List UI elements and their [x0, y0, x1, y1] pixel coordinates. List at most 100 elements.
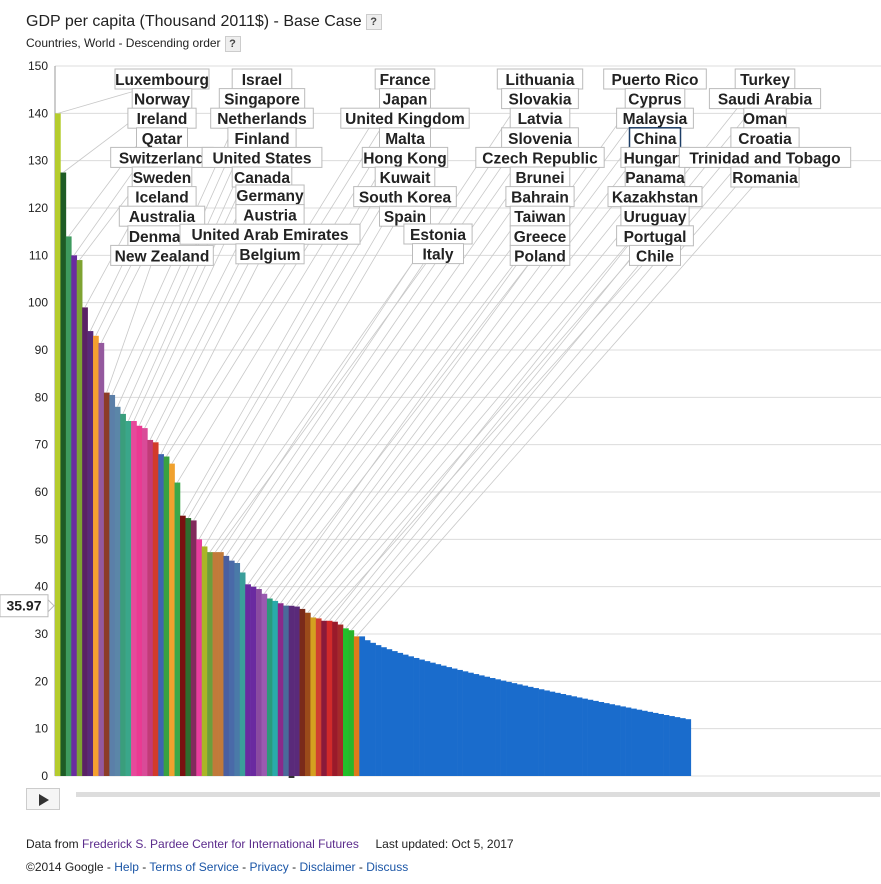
play-button[interactable] — [26, 788, 60, 810]
bar[interactable] — [429, 662, 436, 776]
country-label[interactable]: Chile — [636, 248, 674, 265]
bar[interactable] — [283, 605, 289, 776]
bar[interactable] — [489, 678, 496, 776]
bar[interactable] — [239, 572, 246, 776]
bar[interactable] — [103, 392, 110, 776]
bar[interactable] — [82, 307, 88, 776]
country-label[interactable]: Taiwan — [514, 209, 565, 226]
bar[interactable] — [364, 640, 371, 776]
country-label[interactable]: United Arab Emirates — [191, 227, 348, 244]
bar[interactable] — [669, 716, 675, 776]
country-label[interactable]: Kazakhstan — [612, 190, 698, 207]
country-label[interactable]: Greece — [514, 229, 567, 246]
country-label[interactable]: Iceland — [135, 190, 188, 207]
country-label[interactable]: Finland — [234, 131, 289, 148]
country-label[interactable]: Belgium — [239, 247, 300, 264]
bar[interactable] — [495, 679, 501, 776]
bar[interactable] — [234, 563, 241, 776]
country-label[interactable]: Czech Republic — [482, 150, 598, 167]
country-label-box[interactable] — [110, 244, 214, 266]
bar[interactable] — [462, 671, 469, 776]
bar[interactable] — [402, 654, 409, 776]
bar[interactable] — [522, 685, 529, 776]
country-label[interactable]: Croatia — [738, 131, 792, 148]
bar[interactable] — [391, 651, 398, 776]
bar[interactable] — [169, 463, 175, 776]
country-label[interactable]: Israel — [242, 72, 283, 89]
bar[interactable] — [625, 707, 632, 776]
country-label[interactable]: Qatar — [142, 131, 183, 148]
bar[interactable] — [435, 664, 442, 776]
country-label[interactable]: Bahrain — [511, 190, 569, 207]
bar[interactable] — [674, 717, 681, 776]
bar[interactable] — [560, 694, 567, 776]
country-label[interactable]: United States — [212, 150, 311, 167]
bar[interactable] — [55, 113, 61, 777]
bar[interactable] — [207, 552, 213, 776]
country-label[interactable]: Spain — [384, 209, 426, 226]
bar[interactable] — [440, 665, 447, 776]
country-label[interactable]: Poland — [514, 248, 566, 265]
bar[interactable] — [473, 674, 480, 776]
bar[interactable] — [125, 421, 132, 776]
bar[interactable] — [381, 647, 387, 776]
country-label[interactable]: Trinidad and Tobago — [689, 150, 840, 167]
country-label[interactable]: Puerto Rico — [612, 72, 699, 89]
bar[interactable] — [266, 598, 273, 777]
country-label[interactable]: Luxembourg — [115, 72, 209, 89]
country-label[interactable]: Singapore — [224, 92, 300, 109]
bar[interactable] — [451, 668, 458, 776]
country-label[interactable]: South Korea — [359, 190, 452, 207]
title-help-button[interactable]: ? — [365, 13, 382, 30]
bar[interactable] — [332, 621, 338, 776]
country-label[interactable]: Latvia — [518, 111, 563, 128]
bar[interactable] — [304, 612, 311, 776]
bar[interactable] — [516, 684, 523, 776]
country-label[interactable]: Estonia — [410, 227, 466, 244]
country-label[interactable]: Australia — [129, 209, 196, 226]
bar[interactable] — [337, 624, 344, 776]
country-label-box[interactable] — [235, 243, 305, 265]
bar[interactable] — [223, 555, 230, 776]
bar[interactable] — [245, 584, 251, 776]
bar[interactable] — [179, 515, 186, 776]
bar[interactable] — [500, 680, 507, 776]
bar[interactable] — [598, 702, 605, 776]
terms-link[interactable]: Terms of Service — [149, 860, 239, 874]
country-label[interactable]: Malta — [385, 131, 425, 148]
bar[interactable] — [190, 520, 197, 776]
bar[interactable] — [201, 546, 208, 776]
bar[interactable] — [141, 428, 148, 776]
country-label[interactable]: New Zealand — [115, 248, 210, 265]
bar[interactable] — [576, 697, 583, 776]
country-label[interactable]: Oman — [743, 111, 787, 128]
bar[interactable] — [565, 695, 572, 776]
bar[interactable] — [386, 649, 393, 776]
country-label[interactable]: Japan — [383, 92, 428, 109]
privacy-link[interactable]: Privacy — [249, 860, 289, 874]
bar[interactable] — [136, 425, 143, 776]
country-label[interactable]: Slovakia — [509, 92, 572, 109]
country-label[interactable]: Netherlands — [217, 111, 307, 128]
bar[interactable] — [663, 715, 670, 776]
bar[interactable] — [478, 675, 485, 776]
country-label[interactable]: Malaysia — [623, 111, 688, 128]
country-label[interactable]: Ireland — [137, 111, 188, 128]
bar[interactable] — [554, 692, 561, 776]
country-label[interactable]: France — [380, 72, 431, 89]
bar[interactable] — [506, 681, 512, 776]
disclaimer-link[interactable]: Disclaimer — [299, 860, 356, 874]
help-link[interactable]: Help — [114, 860, 139, 874]
bar[interactable] — [370, 642, 376, 776]
bar[interactable] — [256, 589, 262, 776]
bar[interactable] — [582, 698, 588, 776]
bar[interactable] — [185, 518, 192, 776]
bar[interactable] — [603, 703, 610, 776]
country-label[interactable]: Austria — [243, 208, 297, 225]
bar[interactable] — [419, 659, 425, 776]
bar[interactable] — [261, 593, 268, 776]
bar[interactable] — [343, 628, 349, 776]
bar[interactable] — [109, 394, 116, 776]
bar[interactable] — [310, 617, 317, 776]
bar[interactable] — [641, 710, 648, 776]
